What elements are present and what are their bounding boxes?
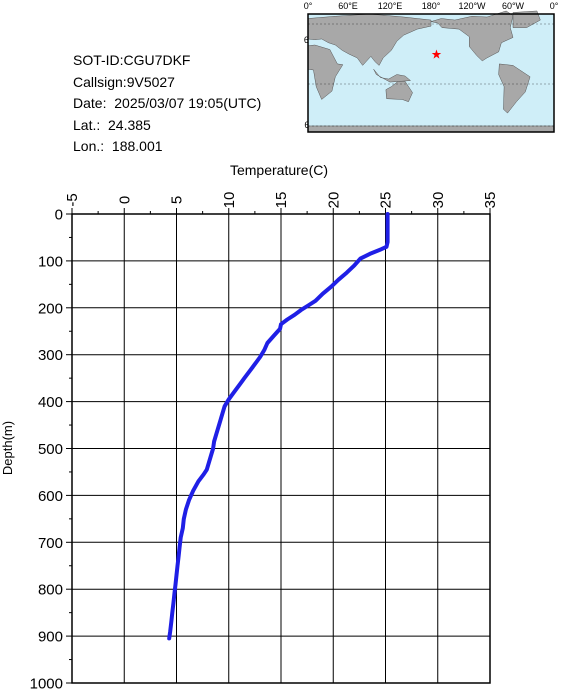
- y-tick-label: 600: [38, 488, 63, 505]
- map-frame: [307, 10, 555, 133]
- y-tick-label: 800: [38, 582, 63, 599]
- map-land-south-america: [498, 63, 531, 114]
- map-lon-label-0: 0°: [304, 1, 313, 11]
- latitude-label: Lat.: 24.385: [73, 116, 151, 133]
- y-tick-label: 0: [55, 207, 63, 224]
- temperature-profile-line: [167, 212, 390, 641]
- x-tick-label: 30: [430, 192, 447, 209]
- location-map: 0° 60°E 120°E 180° 120°W 60°W 0° 60°N 0°…: [300, 0, 564, 140]
- x-axis-title: Temperature(C): [230, 162, 328, 178]
- x-tick-label: 0: [116, 196, 133, 204]
- map-land-indonesia: [373, 69, 412, 83]
- y-tick-label: 700: [38, 535, 63, 552]
- map-lon-label-4: 120°W: [458, 1, 486, 11]
- longitude-label: Lon.: 188.001: [73, 138, 163, 154]
- map-border: [307, 13, 555, 133]
- plot-frame: [71, 213, 491, 684]
- map-land-eurasia: [307, 13, 432, 66]
- date-label: Date: 2025/03/07 19:05(UTC): [73, 95, 262, 111]
- y-tick-label: 200: [38, 300, 63, 317]
- callsign-label: Callsign:9V5027: [73, 73, 175, 90]
- x-tick-label: 20: [325, 192, 342, 209]
- map-land-australia: [385, 81, 413, 103]
- float-info: SOT-ID:CGU7DKF Callsign:9V5027 Date: 202…: [73, 50, 261, 158]
- x-tick-label: 15: [273, 192, 290, 209]
- location-marker-star-icon: [431, 49, 442, 59]
- x-tick-label: 5: [169, 196, 186, 204]
- x-tick-label: -5: [64, 193, 81, 206]
- map-lon-label-5: 60°W: [502, 1, 525, 11]
- x-tick-label: 25: [378, 192, 395, 209]
- sot-id-label: SOT-ID:CGU7DKF: [73, 52, 191, 68]
- x-tick-label: 10: [221, 192, 238, 209]
- map-lon-label-2: 120°E: [378, 1, 403, 11]
- y-axis-title: Depth(m): [0, 421, 15, 475]
- map-lon-label-6: 0°: [550, 1, 559, 11]
- map-land-north-america: [430, 10, 514, 62]
- y-tick-label: 300: [38, 347, 63, 364]
- map-lon-label-1: 60°E: [338, 1, 358, 11]
- x-tick-label: 35: [482, 192, 499, 209]
- y-tick-label: 400: [38, 394, 63, 411]
- y-tick-label: 1000: [30, 676, 63, 690]
- y-tick-label: 900: [38, 629, 63, 646]
- map-lon-label-3: 180°: [422, 1, 441, 11]
- y-tick-label: 100: [38, 253, 63, 270]
- y-tick-label: 500: [38, 441, 63, 458]
- map-land-greenland: [512, 10, 541, 28]
